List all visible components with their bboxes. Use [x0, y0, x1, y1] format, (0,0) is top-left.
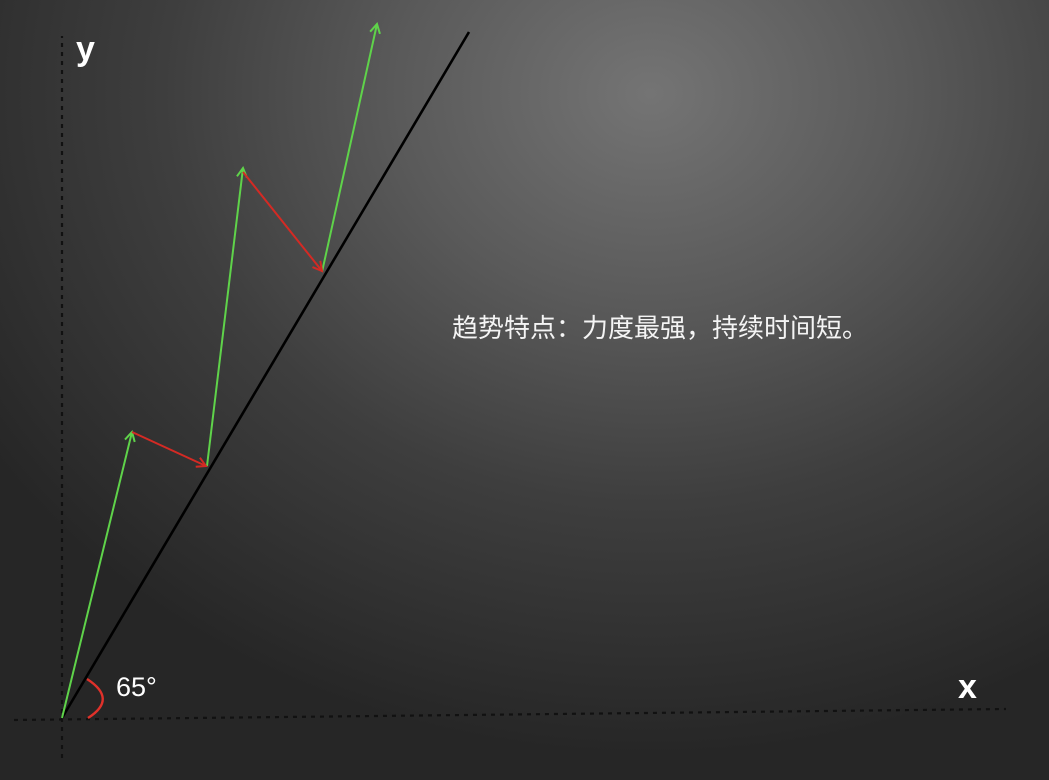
trend-caption: 趋势特点：力度最强，持续时间短。 — [452, 314, 869, 344]
y-axis-label: y — [76, 30, 95, 68]
impulse-arrow-3 — [321, 24, 377, 273]
correction-arrow-1 — [131, 431, 206, 466]
angle-label: 65° — [116, 672, 157, 702]
trend-line — [60, 31, 471, 719]
impulse-arrow-2 — [206, 168, 243, 467]
correction-arrow-2 — [242, 171, 322, 271]
x-axis — [13, 707, 1007, 722]
x-axis-label: x — [958, 668, 977, 706]
impulse-arrow-1 — [61, 432, 132, 719]
angle-arc — [86, 677, 104, 720]
